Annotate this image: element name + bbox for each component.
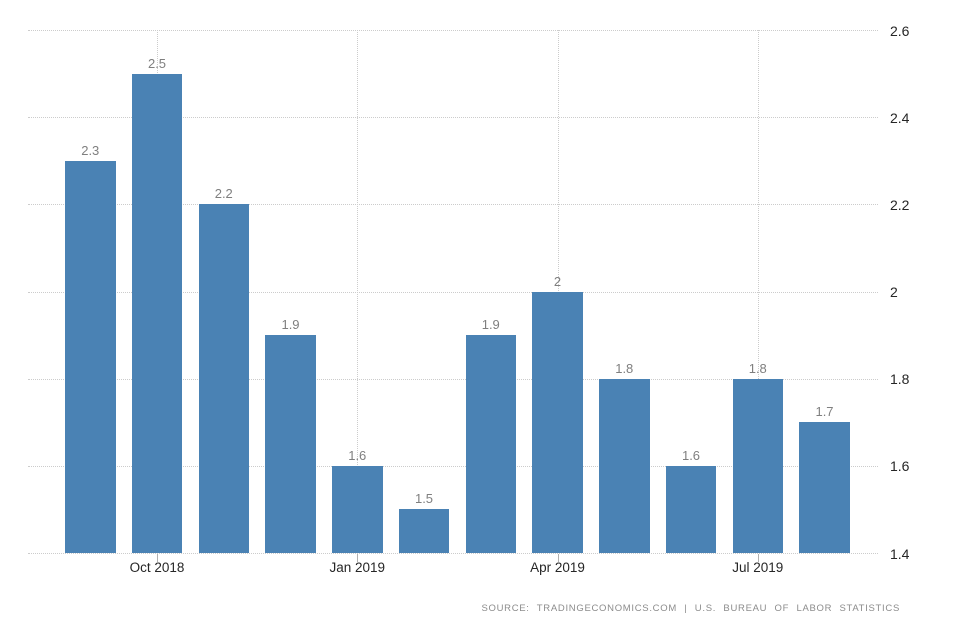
y-gridline (28, 553, 878, 554)
x-axis-tick-mark (357, 554, 359, 562)
x-axis-tick-mark (757, 554, 759, 562)
bar[interactable] (198, 204, 249, 553)
x-axis-tick-mark (557, 554, 559, 562)
bar-value-label: 1.6 (681, 447, 701, 463)
bar-value-label: 1.8 (615, 360, 634, 376)
x-gridline (357, 30, 359, 553)
bar[interactable] (732, 378, 783, 553)
bar-value-label: 2.5 (147, 55, 167, 71)
bar-value-label: 1.9 (281, 317, 300, 333)
y-axis-tick-label: 2.2 (890, 196, 910, 213)
x-axis-tick-label: Apr 2019 (530, 560, 585, 575)
x-axis-tick-mark (157, 554, 158, 562)
y-gridline (28, 465, 878, 467)
x-axis-tick-label: Oct 2018 (129, 560, 185, 575)
x-axis-tick-label: Jul 2019 (732, 560, 784, 575)
y-gridline (28, 117, 878, 119)
bar[interactable] (332, 465, 383, 553)
y-axis-tick-label: 2.6 (890, 22, 910, 39)
source-credit: SOURCE: TRADINGECONOMICS.COM | U.S. BURE… (481, 603, 900, 614)
bar-value-label: 1.9 (481, 317, 500, 333)
bar[interactable] (398, 509, 450, 553)
bar-value-label: 1.7 (815, 404, 834, 420)
bar-value-label: 2.2 (214, 186, 233, 202)
bar[interactable] (131, 73, 183, 553)
bar-value-label: 1.5 (414, 491, 434, 507)
y-axis-tick-label: 2.4 (890, 109, 910, 126)
y-gridline (28, 291, 878, 293)
x-axis-tick-label: Jan 2019 (329, 560, 386, 575)
bar-value-label: 2 (553, 273, 562, 289)
y-axis-tick-label: 1.8 (890, 371, 910, 388)
y-gridline (28, 204, 878, 206)
x-gridline (757, 30, 759, 553)
bar[interactable] (599, 378, 650, 553)
bar[interactable] (465, 335, 516, 553)
y-gridline (28, 30, 878, 31)
bar[interactable] (265, 335, 316, 553)
y-axis-tick-label: 1.4 (890, 545, 910, 562)
y-axis-tick-label: 2 (890, 284, 898, 300)
bar-value-label: 1.6 (348, 447, 367, 463)
bar[interactable] (65, 160, 116, 553)
bar[interactable] (799, 422, 850, 553)
bar-value-label: 1.8 (748, 360, 767, 376)
y-gridline (28, 378, 878, 380)
bar-value-label: 2.3 (81, 142, 100, 158)
y-axis-tick-label: 1.6 (890, 458, 910, 475)
bar[interactable] (665, 465, 717, 553)
bar[interactable] (532, 291, 583, 553)
